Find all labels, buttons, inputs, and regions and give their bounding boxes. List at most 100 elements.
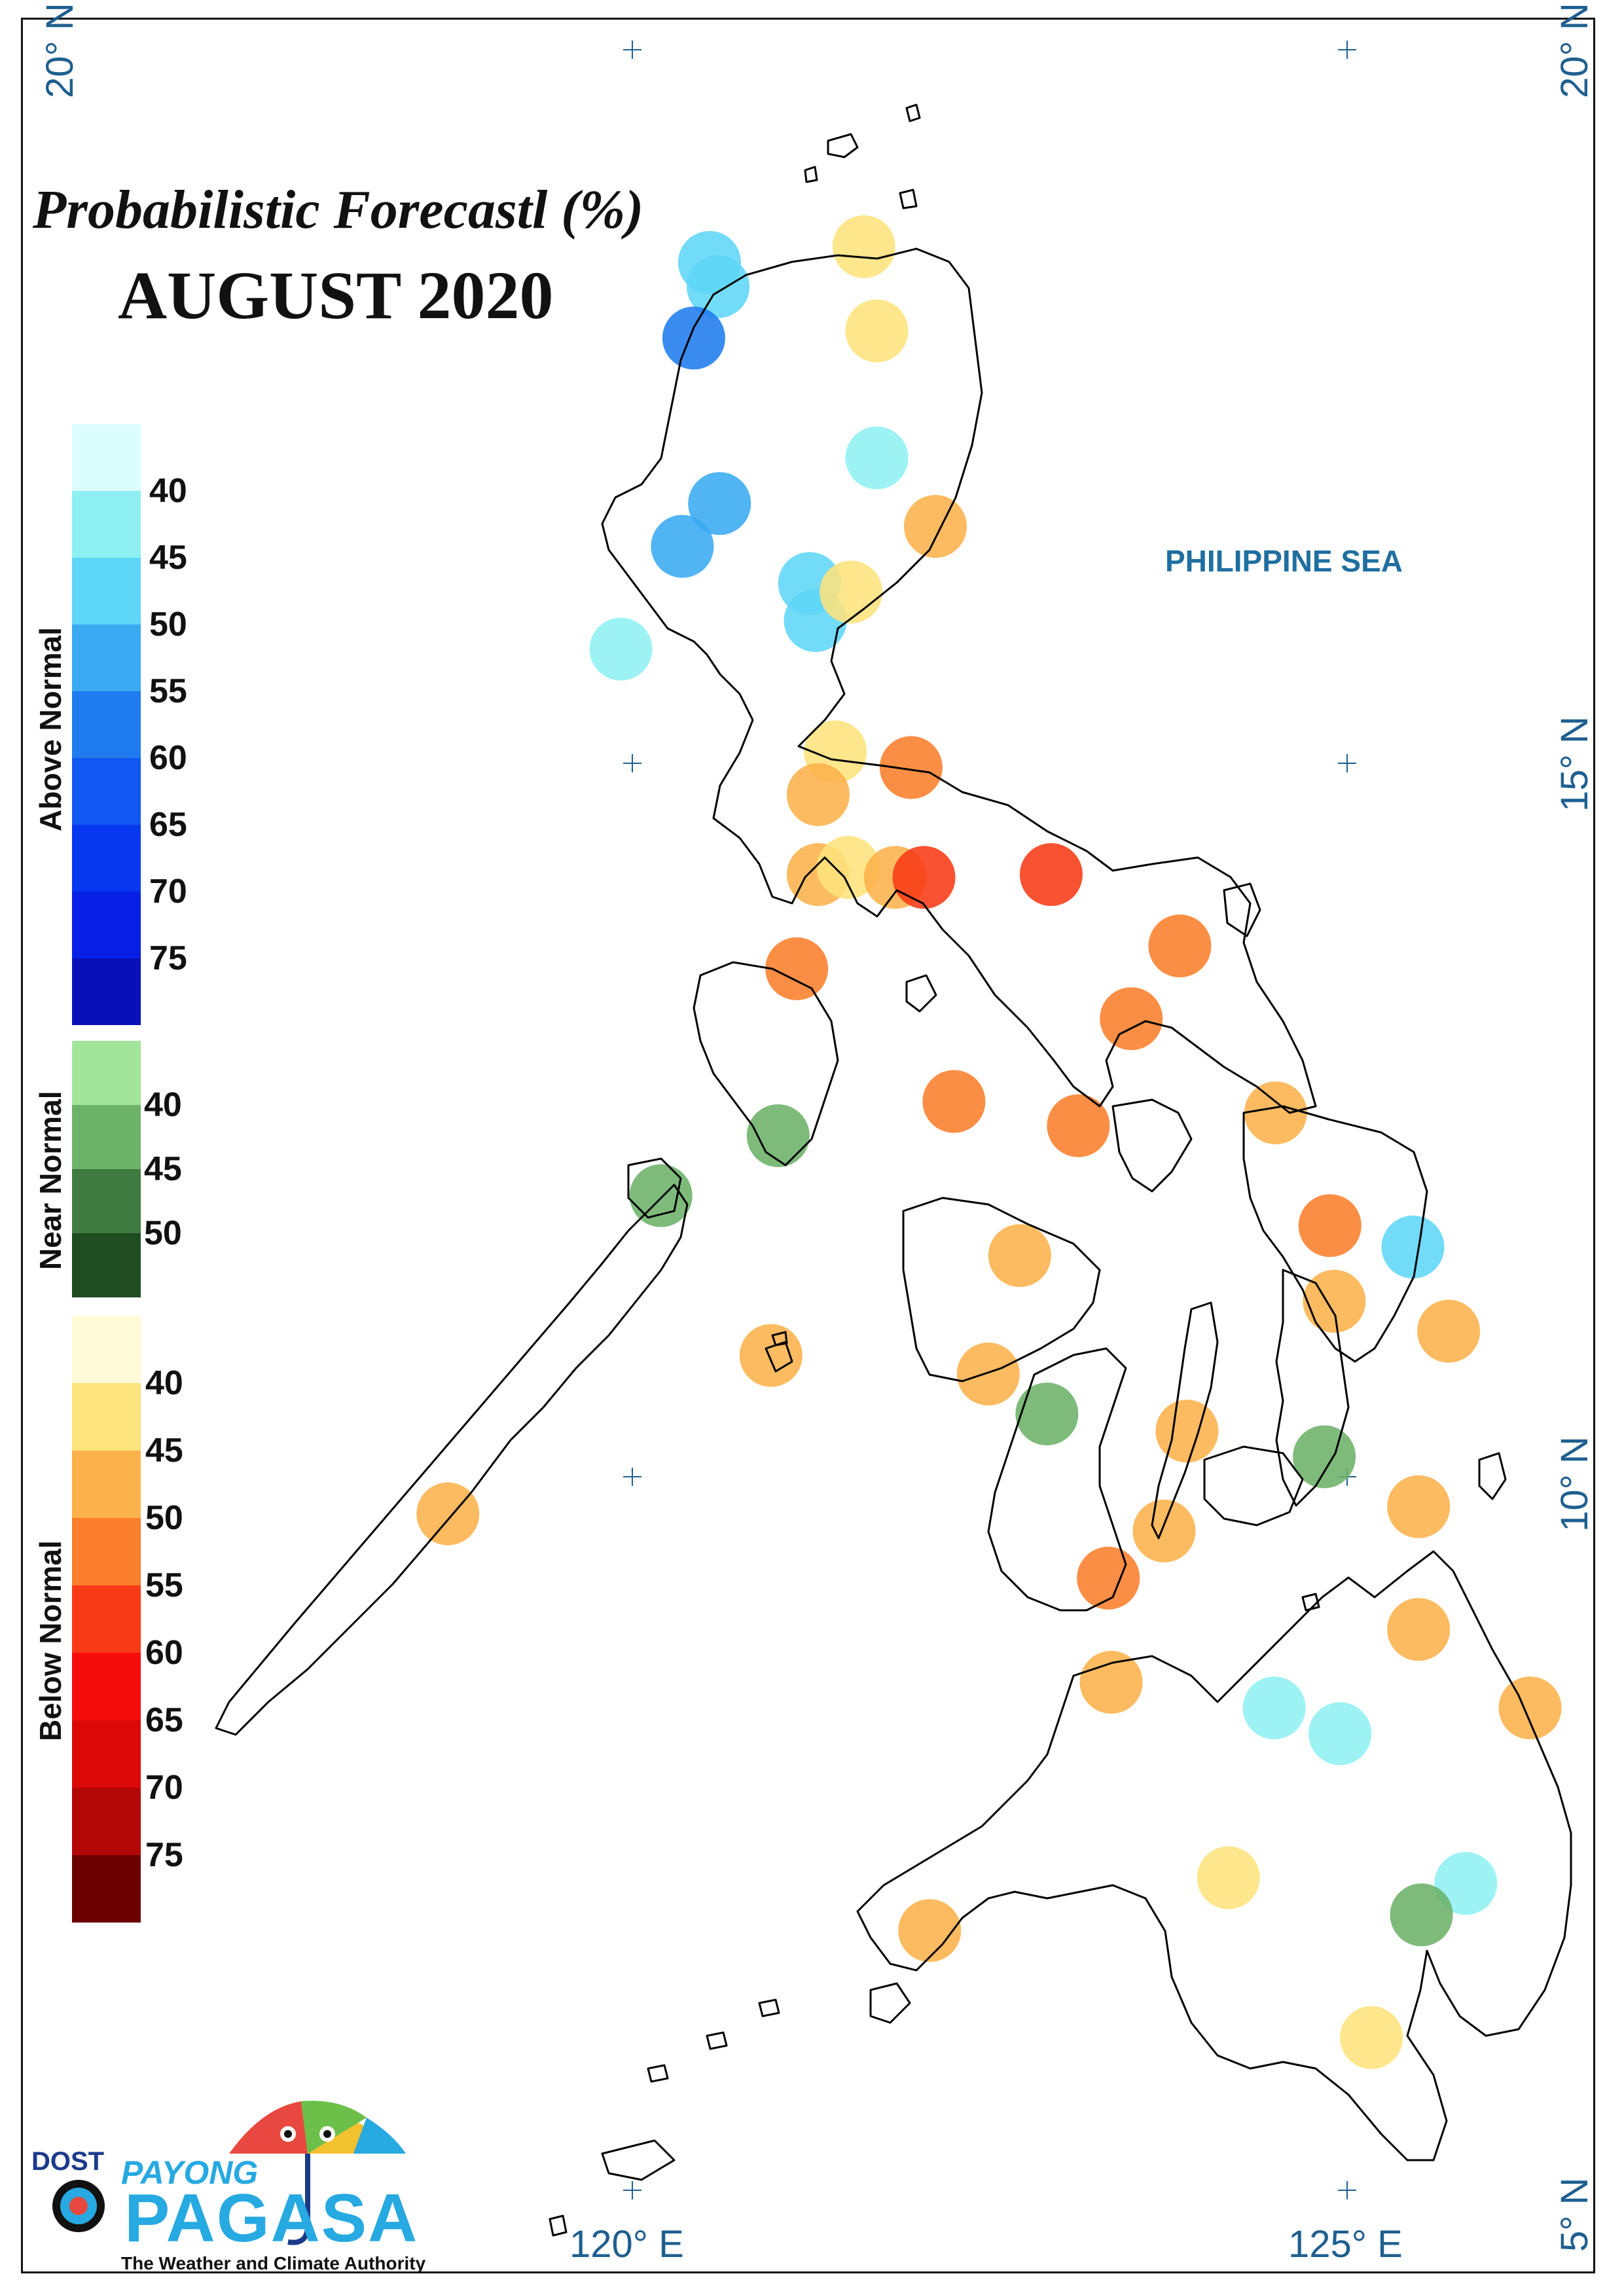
station-marker <box>845 299 909 363</box>
station-marker <box>662 306 725 370</box>
station-marker <box>956 1343 1020 1406</box>
station-marker <box>1100 987 1163 1051</box>
station-marker <box>922 1070 986 1133</box>
station-marker <box>765 937 829 1000</box>
legend-above-normal <box>72 424 141 1025</box>
philippines-coastline <box>215 103 1572 2237</box>
lat-label-5: 5° N <box>1553 2177 1596 2252</box>
coastline-bohol <box>1203 1445 1304 1527</box>
legend-tick-label: 40 <box>145 1364 183 1402</box>
station-marker <box>1019 843 1083 907</box>
logo-payong: PAYONG <box>121 2154 259 2191</box>
station-marker <box>1155 1400 1219 1463</box>
legend-swatch <box>72 958 141 1025</box>
station-marker <box>1498 1676 1562 1740</box>
legend-swatch <box>72 558 141 624</box>
legend-swatch <box>72 491 141 558</box>
coastline-panay <box>902 1197 1101 1382</box>
legend-swatch <box>72 1451 141 1518</box>
lon-label-125: 125° E <box>1288 2223 1403 2266</box>
legend-label-below-normal: Below Normal <box>33 1540 67 1741</box>
coastline-siargao <box>1478 1452 1507 1500</box>
legend-swatch <box>72 1233 141 1297</box>
station-marker <box>1242 1676 1306 1740</box>
coastline-sulu-5 <box>549 2214 568 2237</box>
legend-swatch <box>72 1383 141 1451</box>
legend-tick-label: 55 <box>149 672 187 710</box>
legend-swatch <box>72 825 141 892</box>
station-marker <box>816 836 880 899</box>
station-marker <box>1298 1194 1362 1257</box>
station-markers <box>416 215 1562 2069</box>
legend-swatch <box>72 1316 141 1383</box>
coastline-leyte <box>1275 1269 1350 1507</box>
station-marker <box>1079 1650 1143 1714</box>
sea-label: PHILIPPINE SEA <box>1165 544 1403 578</box>
station-marker <box>988 1224 1051 1288</box>
station-marker <box>1381 1216 1445 1279</box>
coastline-sulu-1 <box>758 1998 780 2017</box>
legend-swatch <box>72 1585 141 1653</box>
station-marker <box>651 515 714 578</box>
lat-label-10: 10° N <box>1553 1436 1596 1532</box>
coastline-babuyan-1 <box>905 103 921 122</box>
legend-tick-label: 65 <box>145 1701 183 1739</box>
legend-swatch <box>72 424 141 491</box>
coastline-camiguin <box>1301 1593 1320 1612</box>
legend-swatch <box>72 1720 141 1788</box>
legend-tick-label: 45 <box>145 1432 183 1470</box>
station-marker <box>1434 1852 1498 1915</box>
legend-tick-label: 45 <box>149 539 187 577</box>
station-marker <box>687 255 750 318</box>
legend-tick-label: 70 <box>145 1769 183 1807</box>
legend-swatch <box>72 892 141 958</box>
coastline-masbate <box>1111 1098 1193 1193</box>
graticule-cross <box>623 41 641 59</box>
coastline-palawan <box>215 1184 689 1736</box>
graticule-cross <box>1338 2181 1356 2199</box>
station-marker <box>1077 1546 1140 1610</box>
station-marker <box>739 1324 803 1387</box>
station-marker <box>629 1164 693 1227</box>
coastline-negros <box>987 1347 1127 1612</box>
legend-below-normal <box>72 1316 141 1923</box>
legend-swatch <box>72 1169 141 1233</box>
station-marker <box>1308 1702 1372 1765</box>
station-marker <box>1417 1299 1481 1363</box>
legend-swatch <box>72 1653 141 1720</box>
station-marker <box>1387 1475 1451 1538</box>
logo-dost: DOST <box>31 2147 105 2176</box>
graticule-cross <box>623 2181 641 2199</box>
logo-tagline: The Weather and Climate Authority <box>121 2253 426 2273</box>
station-marker <box>1390 1883 1453 1947</box>
station-marker <box>1015 1382 1079 1446</box>
legend-tick-label: 50 <box>145 1499 183 1537</box>
coastline-babuyan-3 <box>804 166 818 183</box>
station-marker <box>879 736 943 799</box>
station-marker <box>1387 1598 1451 1661</box>
legend-label-near-normal: Near Normal <box>33 1091 67 1270</box>
legend-swatch <box>72 1788 141 1855</box>
coastline-marinduque <box>905 974 937 1013</box>
station-marker <box>892 846 956 909</box>
legend-tick-label: 55 <box>145 1566 183 1604</box>
legend-swatch <box>72 691 141 758</box>
map-subtitle: AUGUST 2020 <box>118 258 554 333</box>
legend-tick-label: 60 <box>145 1634 183 1672</box>
lat-label-20-left: 20° N <box>39 3 81 98</box>
graticule-cross <box>1338 41 1356 59</box>
station-marker <box>1132 1499 1196 1563</box>
pagasa-logo: DOST PAYONG PAGASA The Weather and Clima… <box>26 2082 425 2278</box>
coastline-mindoro <box>693 961 839 1166</box>
station-marker <box>1244 1081 1307 1145</box>
station-marker <box>416 1482 480 1545</box>
logo-pagasa: PAGASA <box>124 2180 419 2256</box>
map-title: Probabilistic Forecastl (%) <box>33 179 644 240</box>
station-marker <box>898 1899 962 1962</box>
coastline-cebu <box>1151 1301 1219 1540</box>
station-marker <box>746 1104 810 1167</box>
coastline-calamian <box>627 1157 682 1219</box>
station-marker <box>904 495 967 558</box>
graticule-cross <box>623 1468 641 1486</box>
lat-label-20-right: 20° N <box>1553 3 1596 98</box>
